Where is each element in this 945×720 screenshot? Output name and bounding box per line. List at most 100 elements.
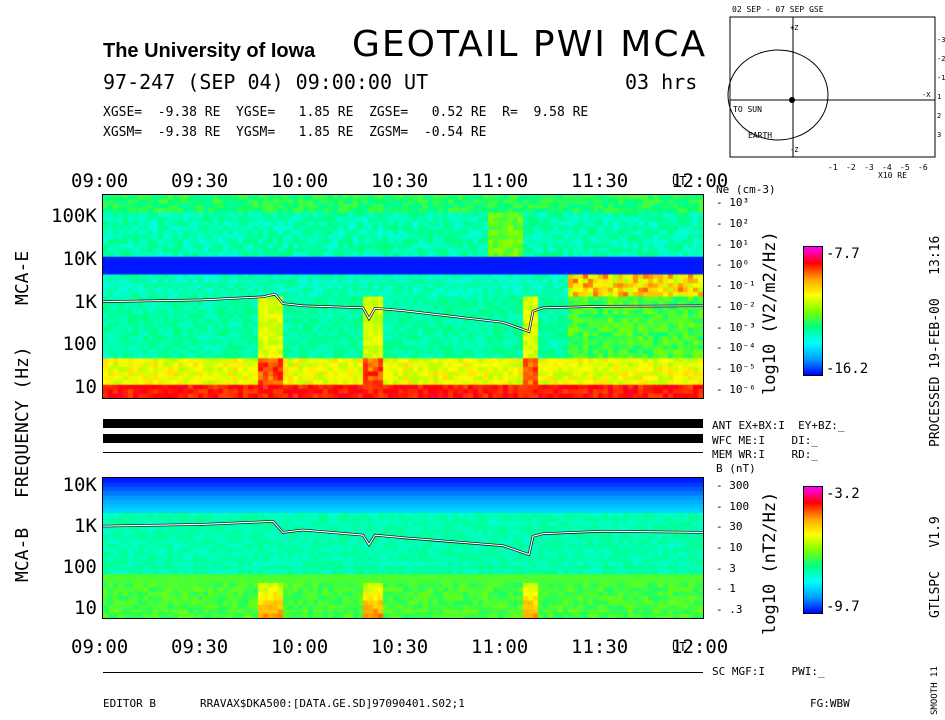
bot-time-tick-label: 10:30 <box>371 636 429 658</box>
top-time-tick-label: 10:30 <box>371 170 429 192</box>
mission-title: GEOTAIL PWI MCA <box>352 24 708 65</box>
ne-tick-label: - 10⁻¹ <box>716 279 756 293</box>
bot-time-tick-label: 11:30 <box>571 636 629 658</box>
bot-time-tick-label: 10:00 <box>271 636 329 658</box>
bot-time-tick-label: 12:00 <box>671 636 729 658</box>
mca-e-y-tick-label: 1K <box>74 290 97 313</box>
mca-b-y-tick-label: 100 <box>62 555 97 578</box>
ne-tick-label: - 10⁻³ <box>716 320 756 334</box>
top-time-tick-label: 09:30 <box>171 170 229 192</box>
sc-status-label: SC MGF:I PWI:_ <box>712 665 825 678</box>
mca-e-y-tick-label: 100K <box>51 205 97 228</box>
mem-status-label: MEM WR:I RD:_ <box>712 448 818 461</box>
orbit-minus-z-label: -Z <box>790 146 798 154</box>
sc-status-line <box>103 672 703 673</box>
date-line: 97-247 (SEP 04) 09:00:00 UT <box>103 70 429 94</box>
orbit-x-tick: -5 <box>900 163 910 172</box>
mca-e-colorbar-min: -16.2 <box>826 361 869 377</box>
version-label: GTLSPC V1.9 <box>928 516 943 618</box>
smooth-label: SMOOTH 11 <box>930 666 940 715</box>
ne-tick-label: - 10⁻⁴ <box>716 341 756 355</box>
top-time-tick-label: 11:00 <box>471 170 529 192</box>
ne-tick-label: - 10⁻² <box>716 299 756 313</box>
earth-marker <box>789 97 795 103</box>
editor-label: EDITOR B <box>103 697 156 710</box>
orbit-frame <box>729 16 936 158</box>
mca-b-spectrogram <box>103 478 703 618</box>
mca-e-colorbar-max: -7.7 <box>826 246 860 262</box>
mca-e-y-tick-label: 10K <box>62 247 97 270</box>
b-tick-label: - 300 <box>716 479 750 492</box>
density-line <box>103 293 703 333</box>
mca-e-y-tick-label: 10 <box>74 376 97 399</box>
earth-label: EARTH <box>748 131 772 140</box>
orbit-y-tick: 3 <box>937 131 941 139</box>
mca-b-y-tick-label: 10 <box>74 596 97 619</box>
mca-b-y-tick-label: 1K <box>74 515 97 538</box>
orbit-y-tick: -1 <box>937 74 945 82</box>
mca-e-y-tick-label: 100 <box>62 333 97 356</box>
b-tick-label: - 30 <box>716 520 743 534</box>
orbit-plot: 02 SEP - 07 SEP GSE TO SUN EARTH X10 RE … <box>727 5 945 180</box>
fg-label: FG:WBW <box>810 697 850 710</box>
mca-e-overlay <box>103 292 703 334</box>
mca-b-colorbar <box>803 486 823 614</box>
b-tick-label: - 100 <box>716 499 750 513</box>
top-time-tick-label: 12:00 <box>671 170 729 192</box>
ant-status-bar <box>103 419 703 428</box>
sun-label: TO SUN <box>733 105 762 114</box>
bot-time-tick-label: 09:00 <box>71 636 129 658</box>
orbit-y-tick: 2 <box>937 112 941 120</box>
mca-e-spectrogram <box>103 195 703 398</box>
bot-ut-label: UT <box>672 640 687 654</box>
orbit-x-tick: -3 <box>864 163 874 172</box>
top-time-tick-label: 11:30 <box>571 170 629 192</box>
wfc-status-bar <box>103 434 703 443</box>
mca-b-overlay <box>103 520 703 557</box>
ne-axis-label: Ne (cm-3) <box>716 183 776 196</box>
b-tick-label: - .3 <box>716 603 743 616</box>
mca-b-y-tick-label: 10K <box>62 474 97 497</box>
mca-b-panel-label: MCA-B <box>12 527 33 582</box>
mca-b-colorbar-max: -3.2 <box>826 486 860 502</box>
ne-tick-label: - 10³ <box>716 196 750 209</box>
top-ut-label: UT <box>672 174 687 188</box>
bot-time-tick-label: 09:30 <box>171 636 229 658</box>
b-tick-label: - 1 <box>716 582 736 596</box>
orbit-x-tick: -2 <box>846 163 856 172</box>
orbit-x-tick: -1 <box>828 163 838 172</box>
mca-e-colorbar <box>803 246 823 376</box>
orbit-x-tick: -6 <box>918 163 928 172</box>
bot-time-tick-label: 11:00 <box>471 636 529 658</box>
mem-status-line <box>103 452 703 453</box>
ne-tick-label: - 10⁻⁶ <box>716 383 756 396</box>
processed-label: PROCESSED 19-FEB-00 13:16 <box>928 235 943 447</box>
wfc-status-label: WFC ME:I DI:_ <box>712 434 818 447</box>
gsm-coordinates: XGSM= -9.38 RE YGSM= 1.85 RE ZGSM= -0.54… <box>103 125 487 140</box>
mca-b-colorbar-label: log10 (nT2/Hz) <box>760 491 780 635</box>
b-tick-label: - 10 <box>716 541 743 554</box>
orbit-x-tick: -4 <box>882 163 892 172</box>
institution-label: The University of Iowa <box>103 40 316 62</box>
ne-tick-label: - 10¹ <box>716 237 750 251</box>
orbit-minus-x-label: -X <box>922 91 931 99</box>
top-time-tick-label: 10:00 <box>271 170 329 192</box>
orbit-y-tick: 1 <box>937 93 941 101</box>
orbit-unit-label: X10 RE <box>878 171 907 180</box>
data-path: RRAVAX$DKA500:[DATA.GE.SD]97090401.S02;1 <box>200 697 465 710</box>
duration-label: 03 hrs <box>625 70 698 94</box>
ne-tick-label: - 10² <box>716 216 750 230</box>
frequency-axis-label: FREQUENCY (Hz) <box>12 346 33 498</box>
b-axis-label: B (nT) <box>716 462 756 475</box>
orbit-y-tick: -3 <box>937 36 945 44</box>
orbit-title: 02 SEP - 07 SEP GSE <box>732 5 824 14</box>
field-line <box>103 520 703 556</box>
b-tick-label: - 3 <box>716 561 736 575</box>
gse-coordinates: XGSE= -9.38 RE YGSE= 1.85 RE ZGSE= 0.52 … <box>103 105 589 120</box>
orbit-y-tick: -2 <box>937 55 945 63</box>
ant-status-label: ANT EX+BX:I EY+BZ:_ <box>712 419 845 432</box>
ne-tick-label: - 10⁻⁵ <box>716 362 756 376</box>
ne-tick-label: - 10⁰ <box>716 258 750 272</box>
mca-e-panel-label: MCA-E <box>12 250 33 305</box>
mca-e-colorbar-label: log10 (V2/m2/Hz) <box>760 231 780 395</box>
